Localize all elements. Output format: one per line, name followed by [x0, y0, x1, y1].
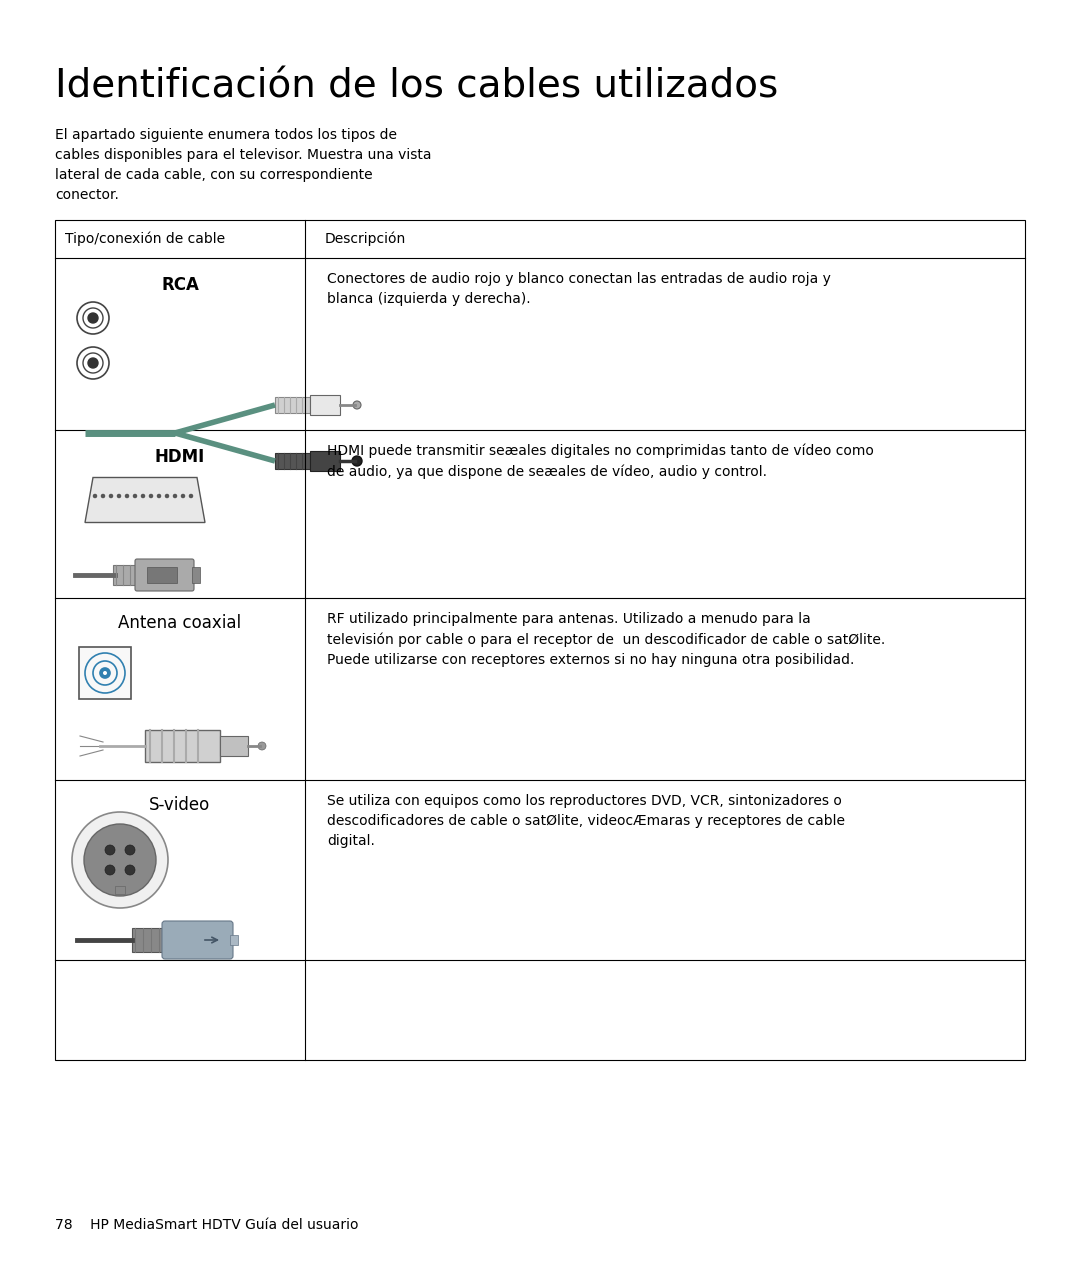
Circle shape [105, 845, 114, 855]
Circle shape [105, 865, 114, 875]
FancyBboxPatch shape [162, 921, 233, 959]
Circle shape [109, 494, 113, 498]
Text: Se utiliza con equipos como los reproductores DVD, VCR, sintonizadores o
descodi: Se utiliza con equipos como los reproduc… [327, 794, 845, 848]
Circle shape [149, 494, 153, 498]
Text: Tipo/conexión de cable: Tipo/conexión de cable [65, 231, 225, 246]
Circle shape [125, 494, 129, 498]
Bar [310, 451, 340, 471]
Bar [275, 398, 310, 413]
Bar [275, 453, 310, 469]
Text: El apartado siguiente enumera todos los tipos de
cables disponibles para el tele: El apartado siguiente enumera todos los … [55, 128, 432, 202]
Text: HDMI puede transmitir seæales digitales no comprimidas tanto de vídeo como
de au: HDMI puede transmitir seæales digitales … [327, 444, 874, 479]
Circle shape [103, 671, 107, 674]
Bar [55, 220, 1025, 1060]
Text: Conectores de audio rojo y blanco conectan las entradas de audio roja y
blanca (: Conectores de audio rojo y blanco conect… [327, 272, 831, 306]
Circle shape [352, 456, 362, 466]
Bar [79, 646, 131, 699]
Bar [310, 395, 340, 415]
Text: RF utilizado principalmente para antenas. Utilizado a menudo para la
televisión : RF utilizado principalmente para antenas… [327, 612, 886, 667]
Circle shape [157, 494, 161, 498]
Circle shape [189, 494, 193, 498]
Bar [114, 886, 125, 894]
Text: 78    HP MediaSmart HDTV Guía del usuario: 78 HP MediaSmart HDTV Guía del usuario [55, 1218, 359, 1232]
Circle shape [125, 845, 135, 855]
Circle shape [258, 742, 266, 751]
Circle shape [141, 494, 145, 498]
Text: Descripción: Descripción [325, 231, 406, 246]
Circle shape [181, 494, 185, 498]
Circle shape [117, 494, 121, 498]
Bar [132, 928, 167, 952]
Circle shape [84, 824, 156, 897]
Text: Antena coaxial: Antena coaxial [119, 613, 242, 632]
Circle shape [102, 494, 105, 498]
Bar [230, 935, 238, 945]
Bar [220, 737, 248, 756]
Circle shape [173, 494, 177, 498]
Polygon shape [85, 478, 205, 522]
Bar [113, 565, 138, 585]
FancyBboxPatch shape [135, 559, 194, 591]
Circle shape [125, 865, 135, 875]
Circle shape [93, 494, 97, 498]
Circle shape [133, 494, 137, 498]
Bar [192, 566, 200, 583]
Text: HDMI: HDMI [154, 448, 205, 466]
Circle shape [87, 312, 98, 323]
Circle shape [165, 494, 168, 498]
Bar [147, 566, 177, 583]
Circle shape [100, 668, 110, 678]
Text: RCA: RCA [161, 276, 199, 293]
Bar [145, 730, 220, 762]
Text: S-video: S-video [149, 796, 211, 814]
Circle shape [72, 812, 168, 908]
Circle shape [353, 401, 361, 409]
Circle shape [87, 358, 98, 368]
Text: Identificación de los cables utilizados: Identificación de los cables utilizados [55, 69, 779, 105]
